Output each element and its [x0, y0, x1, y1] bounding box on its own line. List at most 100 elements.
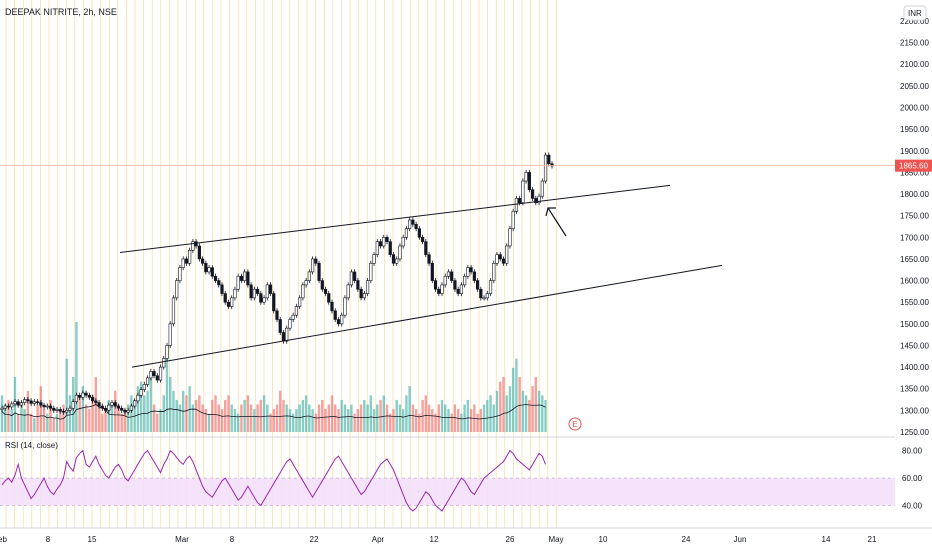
volume-bar — [382, 395, 385, 432]
candle-body — [450, 271, 454, 281]
candle-body — [278, 319, 282, 333]
channel-upper-line — [119, 184, 671, 253]
volume-bar — [46, 413, 49, 432]
time-tick: Apr — [372, 535, 385, 544]
candle-body — [107, 404, 111, 411]
volume-bar — [395, 399, 398, 432]
volume-bar — [275, 404, 279, 432]
volume-bar — [392, 409, 395, 432]
candle-body — [401, 237, 405, 247]
volume-bar — [304, 395, 308, 432]
volume-bar — [249, 404, 253, 432]
candle-body — [78, 394, 82, 398]
volume-bar — [499, 381, 502, 432]
volume-bar — [401, 409, 405, 432]
volume-bar — [165, 358, 169, 432]
trend-lines[interactable] — [119, 184, 723, 368]
candle-body — [395, 258, 399, 264]
volume-bar — [372, 409, 376, 432]
volume-bar — [120, 413, 123, 432]
volume-bar — [330, 395, 334, 432]
volume-bar — [279, 390, 282, 432]
volume-bar — [327, 404, 330, 432]
volume-bar — [36, 404, 39, 432]
candle-body — [84, 392, 88, 396]
candle-body — [123, 410, 127, 413]
candle-body — [518, 198, 522, 203]
currency-button[interactable]: INR — [903, 5, 927, 21]
volume-bar — [68, 395, 72, 432]
volume-bar — [508, 386, 512, 432]
volume-bar — [185, 395, 188, 432]
volume-bar — [230, 404, 233, 432]
volume-bar — [359, 404, 363, 432]
candle-body — [48, 405, 53, 409]
annotation-arrow-shaft — [547, 207, 567, 237]
volume-bar — [246, 395, 250, 432]
candle-body — [375, 241, 379, 255]
candle-body — [81, 392, 85, 398]
candle-body — [139, 389, 143, 396]
candle-body — [120, 407, 124, 411]
candle-body — [456, 288, 460, 294]
candle-body — [547, 154, 551, 165]
candle-body — [113, 402, 117, 407]
time-tick: 8 — [46, 535, 51, 544]
candle-body — [430, 262, 434, 281]
price-tick: 1450.00 — [900, 341, 929, 350]
volume-bar — [23, 409, 26, 432]
volume-bar — [107, 399, 110, 432]
candle-body — [540, 180, 544, 197]
time-tick: 14 — [822, 535, 831, 544]
candle-body — [417, 228, 421, 238]
candle-body — [181, 258, 185, 268]
volume-bar — [114, 390, 117, 432]
volume-bar — [369, 395, 373, 432]
volume-bar — [42, 409, 46, 432]
volume-bar — [291, 413, 295, 432]
volume-bar — [537, 390, 541, 432]
rsi-pane: 80.00 60.00 40.00 — [0, 436, 923, 512]
candle-body — [482, 297, 486, 300]
candle-body — [543, 154, 548, 182]
candle-body — [294, 306, 299, 316]
volume-bar — [236, 413, 240, 432]
candle-body — [492, 262, 496, 281]
candle-body — [330, 301, 334, 312]
volume-bar — [101, 413, 104, 432]
candle-body — [246, 271, 250, 286]
candles — [0, 152, 554, 415]
volume-bar — [75, 322, 78, 432]
candle-body — [178, 267, 182, 281]
volume-bar — [162, 395, 165, 432]
candle-body — [524, 172, 528, 182]
candle-body — [310, 258, 315, 273]
candle-body — [71, 401, 75, 409]
volume-bar — [308, 404, 311, 432]
volume-bar — [16, 413, 20, 432]
candle-body — [459, 284, 464, 294]
volume-bar — [91, 395, 94, 432]
volume-bar — [385, 404, 389, 432]
volume-bar — [243, 399, 246, 432]
time-tick: May — [548, 535, 563, 544]
price-tick: 1250.00 — [900, 428, 929, 437]
candle-body — [414, 224, 418, 229]
price-tick: 1850.00 — [900, 168, 929, 177]
price-tick: 1900.00 — [900, 147, 929, 156]
volume-bar — [201, 404, 204, 432]
candle-body — [268, 284, 273, 294]
time-tick: Mar — [175, 535, 189, 544]
volume-bar — [139, 381, 143, 432]
volume-bar — [521, 390, 525, 432]
volume-bar — [502, 377, 505, 432]
candle-body — [346, 284, 350, 299]
candle-body — [142, 384, 146, 390]
candle-body — [508, 228, 512, 247]
candle-body — [534, 198, 538, 203]
volume-ma-line — [1, 404, 546, 420]
candle-body — [223, 293, 227, 303]
candle-body — [408, 219, 412, 229]
volume-bar — [29, 413, 33, 432]
